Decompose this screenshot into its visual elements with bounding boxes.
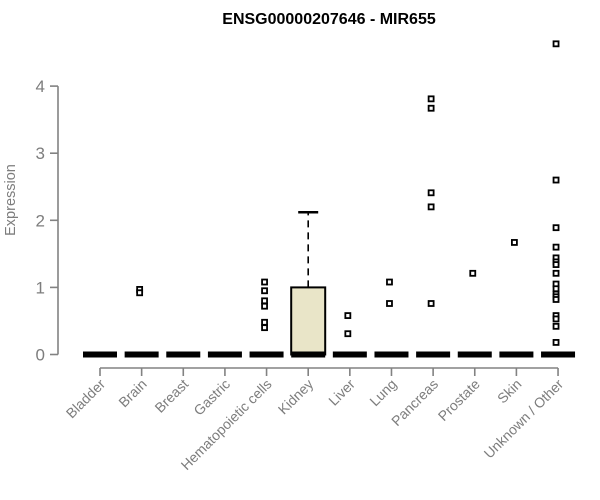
liver-outlier-point — [344, 330, 352, 338]
kidney-box — [290, 286, 327, 356]
hematopoietic-cells-outlier-point — [261, 302, 268, 310]
unknown-other-outlier-point — [552, 296, 560, 303]
x-tick-label-liver: Liver — [325, 376, 358, 409]
x-tick-label-kidney: Kidney — [275, 376, 317, 418]
pancreas-outlier-point — [427, 95, 435, 103]
brain-median-bar — [124, 351, 159, 358]
pancreas-outlier-point — [427, 203, 435, 211]
liver-outlier-point — [344, 312, 352, 319]
hematopoietic-cells-outlier-point — [261, 278, 268, 286]
x-tick-label-lung: Lung — [366, 376, 399, 409]
unknown-other-outlier-point — [552, 243, 560, 251]
y-tick-label: 2 — [36, 211, 45, 230]
unknown-other-outlier-point — [552, 285, 560, 293]
x-tick-label-breast: Breast — [151, 376, 191, 416]
prostate-outlier-point — [469, 269, 477, 277]
unknown-other-outlier-point — [552, 224, 560, 232]
hematopoietic-cells-outlier-point — [261, 318, 268, 326]
chart-title: ENSG00000207646 - MIR655 — [222, 11, 436, 28]
lung-outlier-point — [386, 278, 393, 286]
x-tick-label-prostate: Prostate — [435, 376, 483, 424]
y-tick-label: 3 — [36, 144, 45, 163]
pancreas-median-bar — [416, 351, 451, 358]
bladder-median-bar — [83, 351, 117, 358]
unknown-other-outlier-point — [552, 315, 560, 323]
hematopoietic-cells-outlier-point — [261, 287, 268, 295]
x-tick-label-bladder: Bladder — [63, 376, 109, 422]
pancreas-outlier-point — [427, 189, 435, 197]
hematopoietic-cells-outlier-point — [261, 324, 268, 332]
lung-outlier-point — [386, 300, 393, 307]
y-tick-label: 0 — [36, 346, 45, 365]
skin-median-bar — [499, 351, 534, 358]
lung-median-bar — [374, 351, 409, 358]
x-tick-label-unknown-other: Unknown / Other — [481, 376, 567, 462]
pancreas-outlier-point — [427, 300, 435, 307]
gastric-median-bar — [207, 351, 242, 358]
unknown-other-outlier-point — [552, 40, 560, 48]
prostate-median-bar — [457, 351, 492, 358]
x-tick-label-skin: Skin — [494, 376, 525, 407]
y-tick-label: 4 — [36, 77, 45, 96]
unknown-other-outlier-point — [552, 269, 560, 277]
liver-median-bar — [332, 351, 367, 358]
kidney-median-bar — [291, 351, 326, 358]
x-tick-label-brain: Brain — [115, 376, 149, 410]
breast-median-bar — [166, 351, 201, 358]
plot-area — [83, 40, 576, 358]
unknown-other-median-bar — [541, 351, 576, 358]
y-axis: 0 1 2 3 4 — [36, 77, 59, 365]
y-axis-label: Expression — [3, 164, 19, 236]
hematopoietic-cells-median-bar — [249, 351, 284, 358]
hematopoietic-cells-outlier-point — [261, 297, 268, 305]
unknown-other-outlier-point — [552, 176, 560, 184]
unknown-other-outlier-point — [552, 339, 560, 346]
skin-outlier-point — [510, 239, 518, 246]
unknown-other-outlier-point — [552, 322, 560, 330]
unknown-other-outlier-point — [552, 261, 560, 268]
brain-outlier-point — [136, 289, 144, 297]
y-tick-label: 1 — [36, 278, 45, 297]
pancreas-outlier-point — [427, 104, 435, 112]
